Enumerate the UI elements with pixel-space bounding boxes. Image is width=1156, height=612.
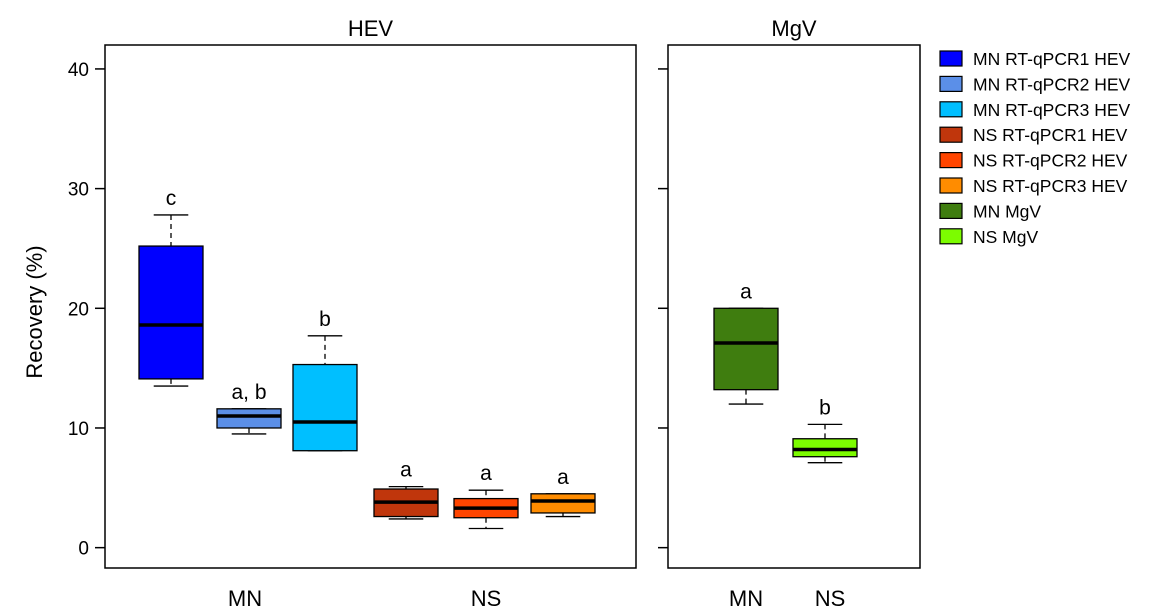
legend-swatch: [939, 50, 963, 67]
legend-label: NS RT-qPCR2 HEV: [973, 151, 1128, 171]
x-group-label: MN: [228, 586, 262, 611]
significance-letter: c: [166, 187, 177, 210]
panel-frame: [667, 44, 921, 569]
box-mn-rt-qpcr3-hev: b: [292, 308, 358, 452]
legend-item: MN RT-qPCR2 HEV: [939, 74, 1131, 94]
box-mn-mgv: a: [713, 280, 779, 405]
legend-item: NS RT-qPCR3 HEV: [939, 176, 1128, 196]
legend-swatch: [939, 228, 963, 245]
significance-letter: a: [557, 466, 569, 489]
legend: MN RT-qPCR1 HEV MN RT-qPCR2 HEV MN RT-qPCR…: [939, 49, 1131, 247]
panel-mgv: MgV MN a NS b: [658, 16, 921, 611]
box-mn-rt-qpcr1-hev: c: [138, 187, 204, 387]
box-iqr: [292, 363, 358, 452]
box-ns-rt-qpcr1-hev: a: [373, 459, 439, 520]
significance-letter: a: [740, 280, 752, 303]
x-group-label: MN: [729, 586, 763, 611]
panel-frame: [104, 44, 637, 569]
y-tick-label: 0: [78, 539, 89, 560]
legend-swatch: [939, 101, 963, 118]
y-tick-label: 40: [68, 60, 89, 81]
box-iqr: [138, 245, 204, 380]
box-mn-rt-qpcr2-hev: a, b: [216, 381, 282, 435]
significance-letter: a, b: [231, 381, 266, 404]
legend-label: NS MgV: [973, 227, 1038, 247]
significance-letter: a: [480, 462, 492, 485]
legend-label: NS RT-qPCR1 HEV: [973, 125, 1128, 145]
y-tick-label: 30: [68, 180, 89, 201]
panel-title: HEV: [348, 16, 394, 41]
panels-layer: HEV 0 10 20 30 40 MN c a, b b NS a a a MgV MN a NS b: [68, 16, 921, 611]
box-ns-mgv: b: [792, 396, 858, 464]
legend-item: NS RT-qPCR1 HEV: [939, 125, 1128, 145]
box-iqr: [713, 307, 779, 391]
significance-letter: a: [400, 459, 412, 482]
box-iqr: [792, 438, 858, 458]
legend-label: MN RT-qPCR2 HEV: [973, 74, 1131, 94]
legend-item: MN MgV: [939, 201, 1041, 221]
y-tick-label: 20: [68, 299, 89, 320]
legend-label: NS RT-qPCR3 HEV: [973, 176, 1128, 196]
legend-item: MN RT-qPCR3 HEV: [939, 100, 1131, 120]
x-group-label: NS: [815, 586, 846, 611]
legend-swatch: [939, 75, 963, 93]
legend-swatch: [939, 177, 963, 194]
significance-letter: b: [319, 308, 331, 331]
legend-swatch: [939, 152, 963, 169]
panel-hev: HEV 0 10 20 30 40 MN c a, b b NS a a a: [68, 16, 637, 611]
legend-swatch: [939, 202, 963, 219]
legend-item: MN RT-qPCR1 HEV: [939, 49, 1131, 69]
legend-swatch: [939, 126, 963, 143]
legend-label: MN MgV: [973, 201, 1041, 221]
panel-title: MgV: [771, 16, 817, 41]
x-group-label: NS: [471, 586, 502, 611]
box-iqr: [216, 408, 282, 429]
legend-item: NS RT-qPCR2 HEV: [939, 151, 1128, 171]
box-iqr: [530, 493, 596, 514]
legend-item: NS MgV: [939, 227, 1038, 247]
significance-letter: b: [819, 396, 831, 419]
box-ns-rt-qpcr3-hev: a: [530, 466, 596, 518]
legend-label: MN RT-qPCR1 HEV: [973, 49, 1131, 69]
legend-label: MN RT-qPCR3 HEV: [973, 100, 1131, 120]
box-ns-rt-qpcr2-hev: a: [453, 462, 519, 530]
y-axis-label: Recovery (%): [22, 245, 47, 378]
y-tick-label: 10: [68, 419, 89, 440]
